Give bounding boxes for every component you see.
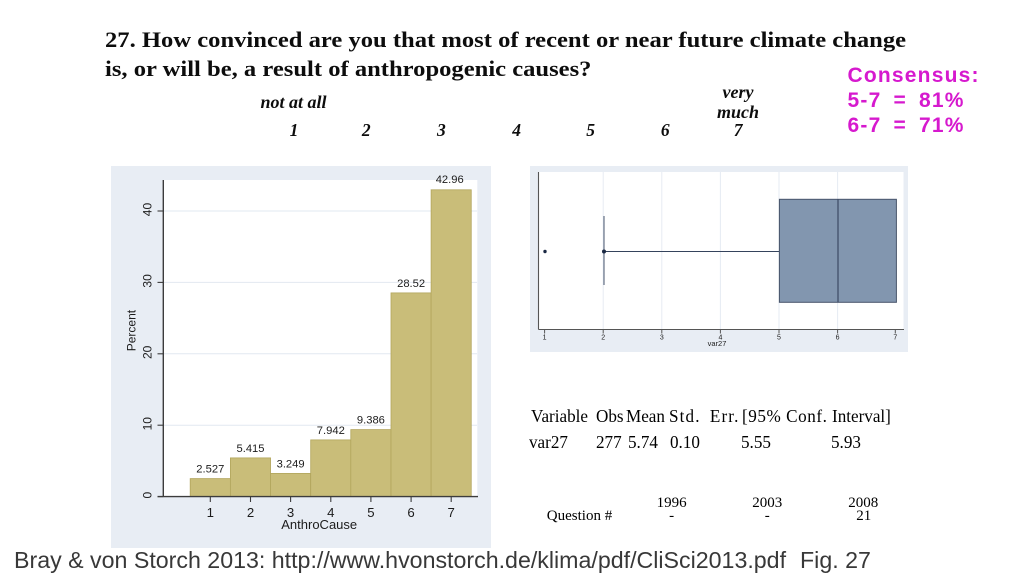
svg-text:3: 3	[660, 335, 664, 342]
svg-text:2: 2	[601, 335, 605, 342]
svg-text:Percent: Percent	[125, 309, 139, 351]
svg-text:4: 4	[327, 505, 334, 520]
svg-text:5.415: 5.415	[237, 443, 265, 455]
svg-text:20: 20	[141, 345, 155, 359]
svg-text:7: 7	[448, 505, 455, 520]
svg-text:5: 5	[367, 505, 374, 520]
svg-text:7: 7	[893, 335, 897, 342]
svg-text:4: 4	[718, 335, 722, 342]
svg-text:7.942: 7.942	[317, 425, 345, 437]
svg-text:3: 3	[287, 505, 294, 520]
svg-text:30: 30	[141, 274, 155, 288]
svg-text:2: 2	[247, 505, 254, 520]
svg-text:1: 1	[207, 505, 214, 520]
svg-text:1: 1	[543, 335, 547, 342]
svg-text:40: 40	[141, 203, 155, 217]
svg-text:5: 5	[777, 335, 781, 342]
svg-text:AnthroCause: AnthroCause	[281, 517, 357, 532]
svg-text:3.249: 3.249	[277, 458, 305, 470]
svg-text:28.52: 28.52	[397, 278, 425, 290]
svg-text:0: 0	[141, 491, 155, 498]
svg-text:var27: var27	[708, 339, 727, 348]
svg-text:10: 10	[141, 417, 155, 431]
svg-text:9.386: 9.386	[357, 415, 385, 427]
svg-text:6: 6	[407, 505, 414, 520]
svg-text:6: 6	[836, 335, 840, 342]
svg-text:2.527: 2.527	[196, 464, 224, 476]
svg-text:42.96: 42.96	[436, 174, 464, 186]
